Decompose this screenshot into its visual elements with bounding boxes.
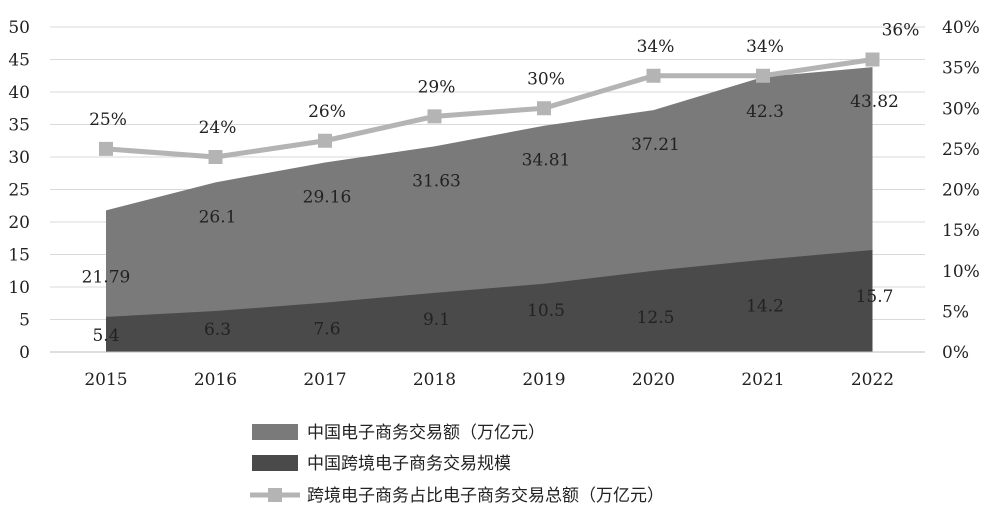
line-data-label: 24% [199,118,237,138]
legend-label: 跨境电子商务占比电子商务交易总额（万亿元） [307,486,664,506]
left-axis-tick-label: 30 [8,148,30,168]
left-axis-tick-label: 50 [8,18,30,38]
legend: 中国电子商务交易额（万亿元） 中国跨境电子商务交易规模跨境电子商务占比电子商务交易… [250,423,664,506]
x-axis-tick-label: 2018 [413,370,456,390]
area-data-label: 37.21 [631,135,680,155]
left-axis-tick-label: 5 [19,311,30,331]
line-marker [318,133,332,148]
legend-swatch [252,455,298,471]
legend-label: 中国跨境电子商务交易规模 [307,454,511,474]
area-data-label: 10.5 [527,301,565,321]
right-axis-tick-label: 15% [942,221,980,241]
area-data-label: 9.1 [423,310,450,330]
area-series [106,249,873,352]
area-series-layer [106,67,873,353]
x-axis-tick-label: 2020 [632,370,675,390]
left-axis-tick-label: 20 [8,213,30,233]
left-axis-tick-label: 25 [8,181,30,201]
axes: 0 5 10 15 20 25 30 35 40 45 50 0% 5% 10% 15% 20% 25% 30% 3… [8,18,979,390]
line-data-label: 36% [882,21,920,41]
right-axis-tick-label: 0% [942,343,969,363]
right-axis-tick-label: 10% [942,262,980,282]
left-axis-tick-label: 15 [8,246,30,266]
line-marker [99,141,113,156]
line-marker [865,52,880,67]
x-axis-tick-label: 2017 [303,370,346,390]
x-axis-tick-label: 2019 [522,370,565,390]
line-marker [646,68,661,83]
line-series [105,57,873,160]
area-data-label: 43.82 [850,92,899,112]
line-marker [208,150,223,164]
area-data-label: 14.2 [746,297,784,317]
x-axis-tick-label: 2015 [84,370,127,390]
right-axis-tick-label: 40% [942,18,980,38]
area-data-label: 42.3 [746,102,784,122]
area-data-label: 12.5 [637,308,675,328]
right-axis-tick-label: 25% [942,140,980,160]
left-axis-tick-label: 45 [8,51,30,71]
line-marker [756,68,770,83]
right-axis-tick-label: 30% [942,99,980,119]
legend-label: 中国电子商务交易额（万亿元） [307,423,545,443]
legend-swatch [252,424,298,440]
area-data-label: 15.7 [856,287,894,307]
area-data-label: 34.81 [522,151,571,171]
line-data-label: 29% [418,77,456,97]
area-data-label: 6.3 [204,320,231,340]
right-axis-tick-label: 35% [942,59,980,79]
x-axis-tick-label: 2016 [194,370,237,390]
data-labels: 21.79 26.1 29.16 31.63 34.81 37.21 42.3 43.82 5.… [82,21,920,346]
left-axis-tick-label: 40 [8,83,30,103]
area-data-label: 26.1 [199,207,237,227]
area-data-label: 5.4 [92,326,119,346]
area-data-label: 7.6 [313,320,340,340]
line-data-label: 34% [637,37,675,57]
x-axis-tick-label: 2022 [851,370,894,390]
area-data-label: 29.16 [303,187,352,207]
line-data-label: 34% [746,37,784,57]
line-marker [537,101,551,116]
left-axis-tick-label: 35 [8,116,30,136]
legend-marker-swatch [268,488,282,502]
line-data-label: 30% [527,69,565,89]
line-series-layer [99,52,880,164]
line-marker [427,109,442,124]
area-data-label: 31.63 [412,171,461,191]
line-data-label: 26% [308,102,346,122]
left-axis-tick-label: 10 [8,278,30,298]
x-axis-tick-label: 2021 [741,370,784,390]
line-data-label: 25% [89,110,127,130]
right-axis-tick-label: 5% [942,302,969,322]
left-axis-tick-label: 0 [19,343,30,363]
right-axis-tick-label: 20% [942,181,980,201]
area-data-label: 21.79 [82,267,131,287]
